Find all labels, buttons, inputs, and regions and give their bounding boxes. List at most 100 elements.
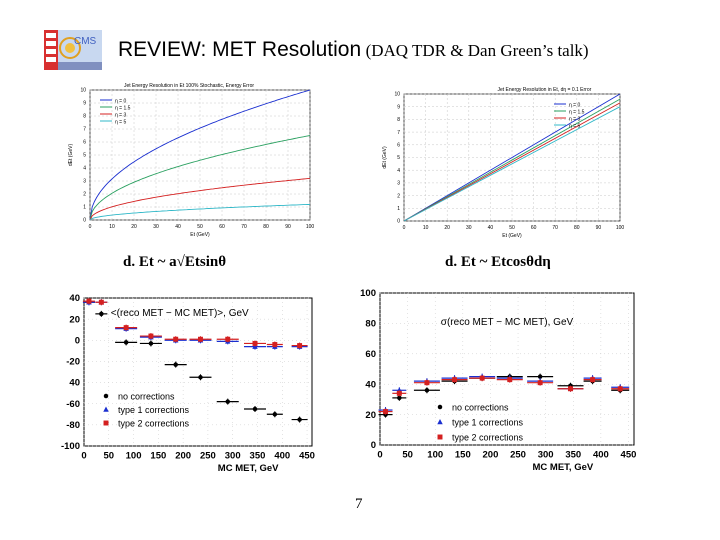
data-point-0 — [123, 340, 129, 345]
x-tick-label: 10 — [109, 224, 115, 230]
x-tick-label: 0 — [89, 224, 92, 230]
chart-title: Jet Energy Resolution in Et, dη = 0.1 Er… — [497, 87, 591, 93]
x-tick-label: 30 — [466, 225, 472, 231]
y-tick-label: -60 — [66, 399, 80, 410]
x-tick-label: 60 — [531, 225, 537, 231]
y-tick-label: 80 — [365, 319, 376, 330]
y-tick-label: -20 — [66, 357, 80, 368]
x-tick-label: 100 — [306, 224, 315, 230]
chart-title: Jet Energy Resolution in Et 100% Stochas… — [124, 83, 254, 89]
x-tick-label: 400 — [274, 451, 290, 462]
x-tick-label: 50 — [402, 450, 413, 461]
y-tick-label: 4 — [83, 166, 86, 172]
x-tick-label: 90 — [285, 224, 291, 230]
plot-frame — [379, 292, 635, 446]
data-point-2 — [424, 380, 430, 386]
legend-label-2: η = 3 — [115, 113, 126, 119]
series-line-1 — [89, 135, 311, 221]
data-point-0 — [297, 417, 302, 422]
series-line-1 — [403, 98, 621, 222]
y-tick-label: 0 — [371, 440, 376, 451]
x-tick-label: 450 — [621, 450, 637, 461]
data-point-2 — [272, 342, 278, 347]
data-point-0 — [424, 388, 430, 393]
y-tick-label: 40 — [69, 293, 80, 304]
y-tick-label: 2 — [397, 193, 400, 199]
data-point-2 — [148, 333, 154, 339]
y-tick-label: -100 — [61, 441, 80, 452]
data-point-0 — [148, 341, 154, 346]
y-tick-label: 3 — [83, 179, 86, 185]
x-axis-label: MC MET, GeV — [533, 462, 594, 473]
x-tick-label: 150 — [150, 451, 166, 462]
title-sub: (DAQ TDR & Dan Green’s talk) — [365, 41, 589, 60]
legend-label-3: η = 5 — [115, 120, 126, 126]
y-tick-label: 20 — [69, 314, 80, 325]
legend-label-0: η = 0 — [569, 103, 580, 109]
y-tick-label: 7 — [397, 130, 400, 136]
legend-label-0: no corrections — [118, 392, 175, 402]
x-tick-label: 80 — [263, 224, 269, 230]
y-tick-label: 5 — [83, 153, 86, 159]
data-point-0 — [537, 374, 543, 379]
data-point-2 — [568, 386, 573, 392]
x-tick-label: 70 — [552, 225, 558, 231]
x-tick-label: 70 — [241, 224, 247, 230]
x-tick-label: 100 — [427, 450, 443, 461]
chart-title: σ(reco MET − MC MET), GeV — [441, 317, 574, 328]
y-axis-label: dEt (GeV) — [382, 146, 388, 169]
data-point-2 — [507, 377, 513, 383]
x-tick-label: 100 — [616, 225, 625, 231]
y-tick-label: 6 — [397, 142, 400, 148]
data-point-0 — [225, 399, 230, 404]
data-point-2 — [86, 298, 92, 304]
legend-marker-1 — [437, 419, 443, 425]
y-tick-label: 9 — [83, 101, 86, 107]
series-line-0 — [403, 93, 621, 222]
y-tick-label: 2 — [83, 192, 86, 198]
title-main: REVIEW: MET Resolution — [118, 38, 362, 61]
y-tick-label: 3 — [397, 181, 400, 187]
y-tick-label: 10 — [80, 88, 86, 94]
x-tick-label: 200 — [175, 451, 191, 462]
y-tick-label: 4 — [397, 168, 400, 174]
y-tick-label: 1 — [83, 205, 86, 211]
legend-label-1: η = 1.5 — [115, 106, 131, 112]
y-tick-label: 9 — [397, 104, 400, 110]
series-line-0 — [89, 89, 311, 221]
x-axis-label: MC MET, GeV — [218, 463, 279, 474]
x-tick-label: 0 — [81, 451, 86, 462]
chart-mean-met-difference: 0 50 100 150 200 250 300 350 400 450-100-80-6040-… — [61, 293, 315, 474]
data-point-0 — [99, 311, 104, 317]
x-tick-label: 10 — [423, 225, 429, 231]
y-tick-label: 1 — [397, 206, 400, 212]
data-point-2 — [225, 336, 231, 342]
x-tick-label: 90 — [596, 225, 602, 231]
chart-stochastic-resolution: 0 10 20 30 40 50 60 70 80 90 100 0 1 2 3 4 5 6 7 8 9 10 Et (Ge… — [68, 83, 315, 238]
data-point-2 — [590, 377, 596, 383]
data-point-2 — [617, 386, 623, 392]
y-tick-label: 60 — [365, 349, 376, 360]
formula-caption-right: d. Et ~ Etcosθdη — [445, 254, 551, 270]
x-tick-label: 50 — [509, 225, 515, 231]
cms-logo: CMS — [44, 30, 102, 70]
data-point-2 — [452, 377, 458, 383]
formula-caption-left: d. Et ~ a√Etsinθ — [123, 254, 227, 270]
data-point-2 — [98, 299, 104, 305]
series-line-3 — [403, 106, 621, 222]
y-tick-label: 40 — [69, 378, 80, 389]
x-tick-label: 80 — [574, 225, 580, 231]
y-tick-label: 0 — [397, 219, 400, 225]
x-tick-label: 0 — [377, 450, 382, 461]
x-tick-label: 50 — [103, 451, 114, 462]
x-tick-label: 250 — [200, 451, 216, 462]
legend-label-1: type 1 corrections — [452, 418, 524, 428]
x-tick-label: 20 — [444, 225, 450, 231]
y-tick-label: 7 — [83, 127, 86, 133]
x-tick-label: 200 — [483, 450, 499, 461]
data-point-0 — [252, 406, 258, 412]
plot-frame — [83, 297, 313, 447]
data-point-2 — [396, 390, 402, 396]
legend-label-2: type 2 corrections — [452, 433, 524, 443]
x-tick-label: 40 — [175, 224, 181, 230]
